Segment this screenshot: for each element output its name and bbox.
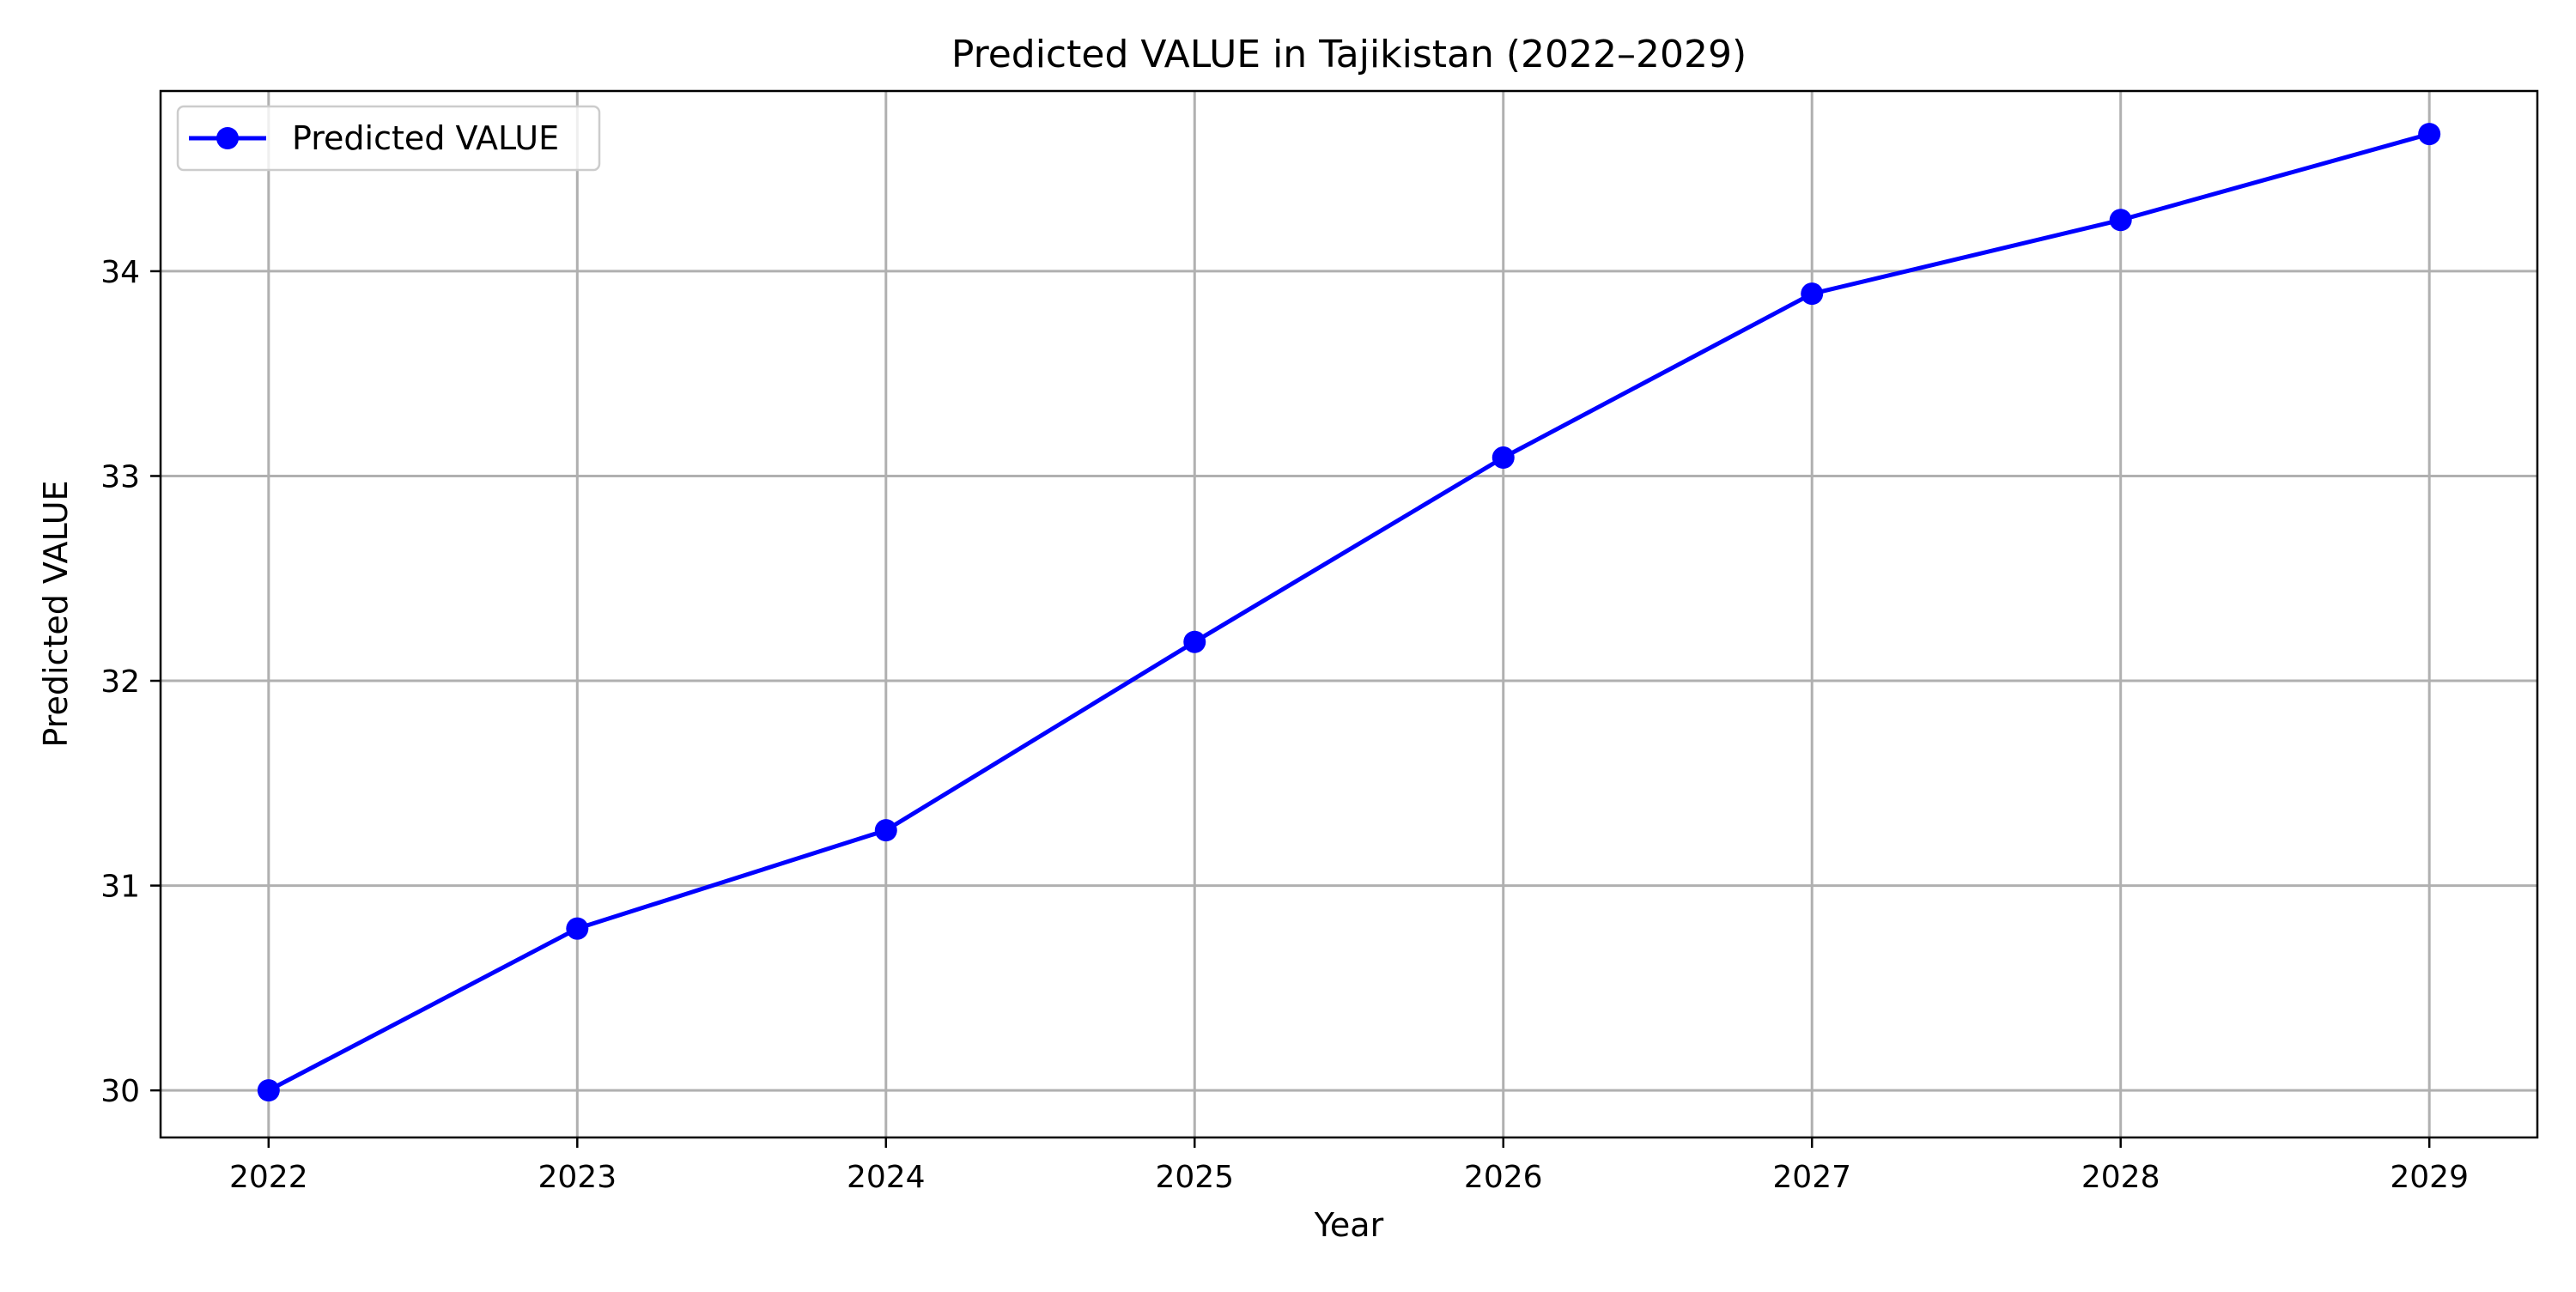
axis-ticks: 2022 2023 2024 2025 2026 2027 2028 2029 30 31 32 33… xyxy=(100,255,2469,1195)
x-tick-label: 2024 xyxy=(847,1160,926,1195)
plot-frame xyxy=(159,89,2539,1139)
x-tick-label: 2029 xyxy=(2390,1160,2469,1195)
y-tick-label: 32 xyxy=(100,664,140,700)
x-tick-label: 2023 xyxy=(538,1160,617,1195)
x-axis-label: Year xyxy=(1314,1206,1384,1244)
data-point xyxy=(1492,446,1515,470)
chart-title: Predicted VALUE in Tajikistan (2022–2029… xyxy=(951,33,1747,76)
x-tick-label: 2026 xyxy=(1464,1160,1543,1195)
series-line xyxy=(267,131,2430,1093)
grid xyxy=(161,91,2537,1137)
legend-box xyxy=(176,105,601,172)
y-tick-label: 30 xyxy=(100,1074,140,1109)
legend: Predicted VALUE xyxy=(176,105,601,172)
x-tick-label: 2022 xyxy=(229,1160,308,1195)
y-axis-label: Predicted VALUE xyxy=(37,480,75,747)
data-point xyxy=(566,917,589,940)
legend-label: Predicted VALUE xyxy=(292,119,559,157)
x-tick-label: 2025 xyxy=(1155,1160,1234,1195)
data-point xyxy=(1183,630,1206,653)
x-tick-label: 2028 xyxy=(2081,1160,2160,1195)
data-point xyxy=(257,1079,280,1102)
series xyxy=(257,123,2441,1102)
y-tick-label: 33 xyxy=(100,459,140,494)
data-point xyxy=(1801,282,1824,306)
data-point xyxy=(874,819,897,842)
y-tick-label: 31 xyxy=(100,870,140,905)
x-tick-label: 2027 xyxy=(1772,1160,1851,1195)
data-point xyxy=(2109,209,2132,232)
data-point xyxy=(2418,123,2441,146)
y-tick-label: 34 xyxy=(100,255,140,290)
legend-marker-swatch xyxy=(216,127,239,149)
